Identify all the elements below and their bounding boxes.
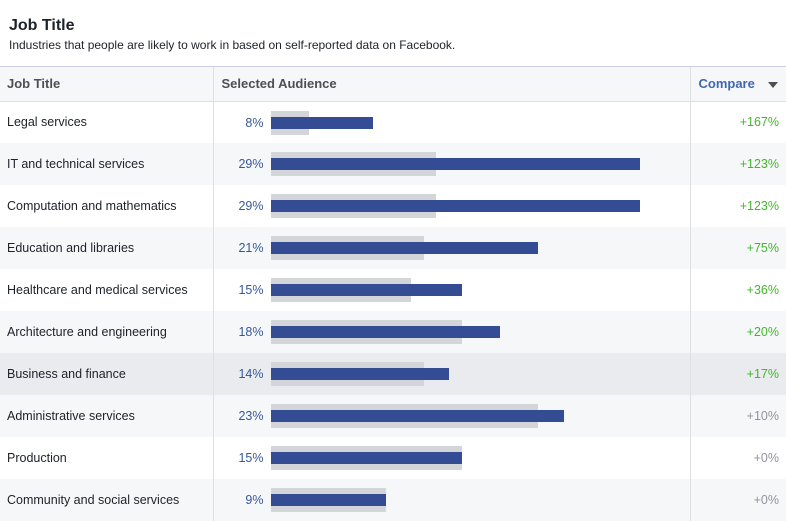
selected-audience-bar <box>270 284 462 296</box>
audience-percent: 8% <box>245 115 264 130</box>
section-subtitle: Industries that people are likely to wor… <box>9 38 456 52</box>
selected-audience-bar <box>270 410 564 422</box>
selected-audience-bar <box>270 326 500 338</box>
compare-dropdown[interactable]: Compare <box>689 67 786 101</box>
job-title-name: Community and social services <box>7 493 180 507</box>
job-title-name: Architecture and engineering <box>7 325 167 339</box>
audience-percent: 9% <box>245 493 264 507</box>
audience-cell: 14% <box>212 353 691 395</box>
audience-bar-track <box>270 479 691 521</box>
selected-audience-bar <box>270 116 373 129</box>
table-row[interactable]: Administrative services 23% +10% <box>0 395 786 437</box>
job-title-name: IT and technical services <box>7 157 145 171</box>
table-header-row: Job Title Selected Audience Compare <box>0 67 786 101</box>
selected-audience-bar <box>270 158 640 170</box>
compare-value: +167% <box>689 101 786 143</box>
audience-cell: 29% <box>212 185 691 227</box>
selected-audience-bar <box>270 242 538 254</box>
audience-percent: 29% <box>238 157 264 171</box>
job-title-name: Computation and mathematics <box>7 199 177 213</box>
audience-bar-track <box>270 185 691 227</box>
audience-percent: 21% <box>238 241 264 255</box>
table-row[interactable]: Education and libraries 21% +75% <box>0 227 786 269</box>
compare-value: +20% <box>689 311 786 353</box>
compare-label: Compare <box>698 76 755 92</box>
compare-value: +17% <box>689 353 786 395</box>
job-title-name: Legal services <box>7 115 87 130</box>
table-row[interactable]: Business and finance 14% +17% <box>0 353 786 395</box>
job-title-table: Job Title Selected Audience Compare Lega… <box>0 67 786 521</box>
compare-value: +0% <box>689 479 786 521</box>
column-header-selected-audience[interactable]: Selected Audience <box>212 67 690 101</box>
audience-cell: 23% <box>212 395 691 437</box>
audience-cell: 29% <box>212 143 691 185</box>
compare-value: +75% <box>689 227 786 269</box>
job-title-name: Business and finance <box>7 367 126 381</box>
compare-value: +36% <box>689 269 786 311</box>
selected-audience-bar <box>270 452 462 464</box>
selected-audience-bar <box>270 368 449 380</box>
compare-value: +123% <box>689 143 786 185</box>
job-title-name: Education and libraries <box>7 241 135 255</box>
audience-bar-track <box>270 143 691 185</box>
audience-percent: 15% <box>238 283 264 297</box>
audience-bar-track <box>270 395 691 437</box>
job-title-name: Administrative services <box>7 409 135 423</box>
section-title: Job Title <box>9 17 75 34</box>
column-header-job-title[interactable]: Job Title <box>7 76 61 92</box>
audience-bar-track <box>270 102 691 144</box>
section-header: Job Title Industries that people are lik… <box>0 0 786 67</box>
chevron-down-icon <box>768 82 778 88</box>
table-row[interactable]: Community and social services 9% +0% <box>0 479 786 521</box>
table-row[interactable]: IT and technical services 29% +123% <box>0 143 786 185</box>
compare-value: +123% <box>689 185 786 227</box>
audience-bar-track <box>270 269 691 311</box>
audience-cell: 15% <box>212 437 691 479</box>
job-title-name: Healthcare and medical services <box>7 283 188 297</box>
compare-value: +10% <box>689 395 786 437</box>
table-row[interactable]: Legal services 8% +167% <box>0 101 786 143</box>
table-row[interactable]: Production 15% +0% <box>0 437 786 479</box>
audience-percent: 18% <box>238 325 264 339</box>
table-row[interactable]: Computation and mathematics 29% +123% <box>0 185 786 227</box>
audience-cell: 21% <box>212 227 691 269</box>
audience-bar-track <box>270 311 691 353</box>
audience-cell: 18% <box>212 311 691 353</box>
compare-value: +0% <box>689 437 786 479</box>
audience-cell: 9% <box>212 479 691 521</box>
selected-audience-bar <box>270 200 640 212</box>
audience-cell: 15% <box>212 269 691 311</box>
audience-percent: 23% <box>238 409 264 423</box>
audience-cell: 8% <box>212 101 691 144</box>
selected-audience-bar <box>270 494 386 506</box>
audience-percent: 14% <box>238 367 264 381</box>
table-row[interactable]: Architecture and engineering 18% +20% <box>0 311 786 353</box>
audience-percent: 29% <box>238 199 264 213</box>
job-title-name: Production <box>7 451 67 465</box>
audience-bar-track <box>270 437 691 479</box>
table-row[interactable]: Healthcare and medical services 15% +36% <box>0 269 786 311</box>
audience-bar-track <box>270 353 691 395</box>
audience-bar-track <box>270 227 691 269</box>
audience-percent: 15% <box>238 451 264 465</box>
